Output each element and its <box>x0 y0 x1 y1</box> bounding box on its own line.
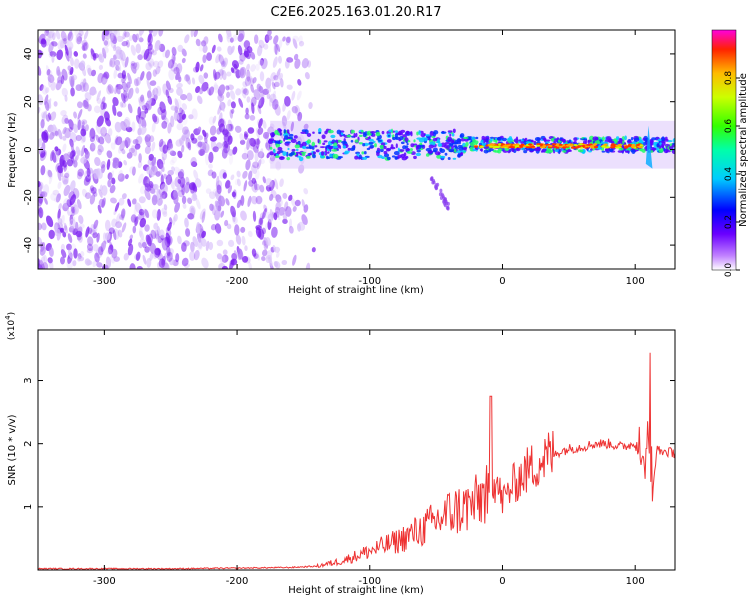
snr-x-ticks: -300 -200 -100 0 100 <box>93 330 645 587</box>
heatmap-y-tick-label: -40 <box>23 237 34 253</box>
heatmap-y-tick-label: 20 <box>23 95 34 108</box>
snr-x-tick-label: -100 <box>358 576 381 587</box>
heatmap-region-strong-narrow-line <box>473 143 644 149</box>
snr-x-label: Height of straight line (km) <box>288 585 424 596</box>
heatmap-y-label: Frequency (Hz) <box>7 112 18 188</box>
heatmap-y-ticks: -40 -20 0 20 40 <box>23 48 675 253</box>
heatmap-region-broadband-noise <box>38 30 316 269</box>
heatmap-x-ticks: -300 -200 -100 0 100 <box>93 30 645 287</box>
heatmap-x-tick-label: -100 <box>358 276 381 287</box>
heatmap-region-weak-tail <box>429 176 450 211</box>
snr-series-line <box>38 352 675 570</box>
colorbar-tick-label: 0.0 <box>724 263 734 278</box>
snr-y-multiplier-close: ) <box>7 312 17 316</box>
colorbar-tick-label: 0.2 <box>724 215 734 229</box>
heatmap-x-tick-label: 0 <box>499 276 505 287</box>
colorbar-tick-label: 0.6 <box>724 119 734 134</box>
figure-title: C2E6.2025.163.01.20.R17 <box>270 5 441 20</box>
snr-x-tick-label: -300 <box>93 576 116 587</box>
snr-y-multiplier: (x104) <box>4 312 17 340</box>
heatmap-y-tick-label: -20 <box>23 189 34 205</box>
snr-x-tick-label: 0 <box>499 576 505 587</box>
colorbar: 0.0 0.2 0.4 0.6 0.8 Normalized spectral ampl… <box>711 29 749 278</box>
heatmap-x-label: Height of straight line (km) <box>288 285 424 296</box>
snr-y-multiplier-exp: 4 <box>4 315 12 320</box>
snr-y-multiplier-base: (x10 <box>7 320 17 341</box>
snr-x-tick-label: -200 <box>226 576 249 587</box>
colorbar-ticks: 0.0 0.2 0.4 0.6 0.8 <box>724 71 740 278</box>
heatmap-marks <box>38 30 675 269</box>
snr-panel: -300 -200 -100 0 100 1 2 3 Height of straight … <box>4 312 676 596</box>
heatmap-x-tick-label: -200 <box>226 276 249 287</box>
colorbar-gradient <box>711 29 737 271</box>
heatmap-x-tick-label: 100 <box>626 276 645 287</box>
colorbar-tick-label: 0.4 <box>724 167 734 182</box>
snr-y-label: SNR (10 * v/v) <box>7 414 18 485</box>
heatmap-y-tick-label: 0 <box>23 146 34 152</box>
snr-y-tick-label: 3 <box>23 377 34 383</box>
snr-y-tick-label: 1 <box>23 504 34 510</box>
colorbar-tick-label: 0.8 <box>724 71 734 86</box>
heatmap-y-tick-label: 40 <box>23 48 34 61</box>
snr-y-tick-label: 2 <box>23 440 34 446</box>
snr-frame <box>37 329 676 571</box>
colorbar-label: Normalized spectral amplitude <box>738 73 749 227</box>
heatmap-x-tick-label: -300 <box>93 276 116 287</box>
snr-y-ticks: 1 2 3 <box>23 377 675 510</box>
snr-x-tick-label: 100 <box>626 576 645 587</box>
